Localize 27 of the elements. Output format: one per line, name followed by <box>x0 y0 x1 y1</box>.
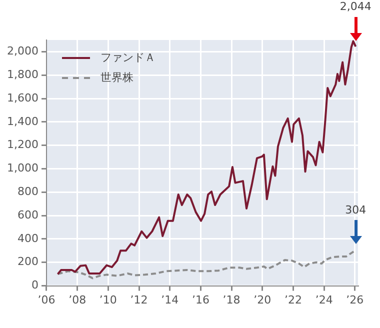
line-series <box>56 249 357 280</box>
y-tick-label: 600 <box>17 208 38 222</box>
y-tick-label: 1,400 <box>6 114 38 128</box>
y-tick-label: 1,600 <box>6 91 38 104</box>
y-tick-label: 200 <box>17 255 38 268</box>
y-tick-label: 1,200 <box>6 138 38 152</box>
x-tick-label: ’26 <box>346 293 364 306</box>
y-tick-label: 2,000 <box>6 44 38 58</box>
x-tick-label: ’06 <box>38 293 56 306</box>
x-tick-label: ’10 <box>99 293 117 306</box>
text: 2,044 <box>340 0 372 13</box>
x-tick-label: ’08 <box>68 293 86 306</box>
annotation: 304 <box>345 204 366 217</box>
x-tick-label: ’24 <box>315 293 333 306</box>
y-tick-label: 0 <box>31 278 38 292</box>
legend-label: ファンドＡ <box>100 50 156 66</box>
x-tick-label: ’18 <box>222 293 240 306</box>
x-tick-label: ’22 <box>284 293 302 306</box>
y-tick-label: 800 <box>17 185 38 198</box>
y-tick-label: 400 <box>17 232 38 245</box>
x-tick-label: ’14 <box>161 293 179 306</box>
y-tick-label: 1,000 <box>6 162 38 175</box>
y-tick-label: 1,800 <box>6 68 38 81</box>
x-tick-label: ’16 <box>192 293 210 306</box>
x-tick-label: ’20 <box>254 293 272 306</box>
legend-label: 世界株 <box>100 70 134 86</box>
x-tick-label: ’12 <box>130 293 148 306</box>
